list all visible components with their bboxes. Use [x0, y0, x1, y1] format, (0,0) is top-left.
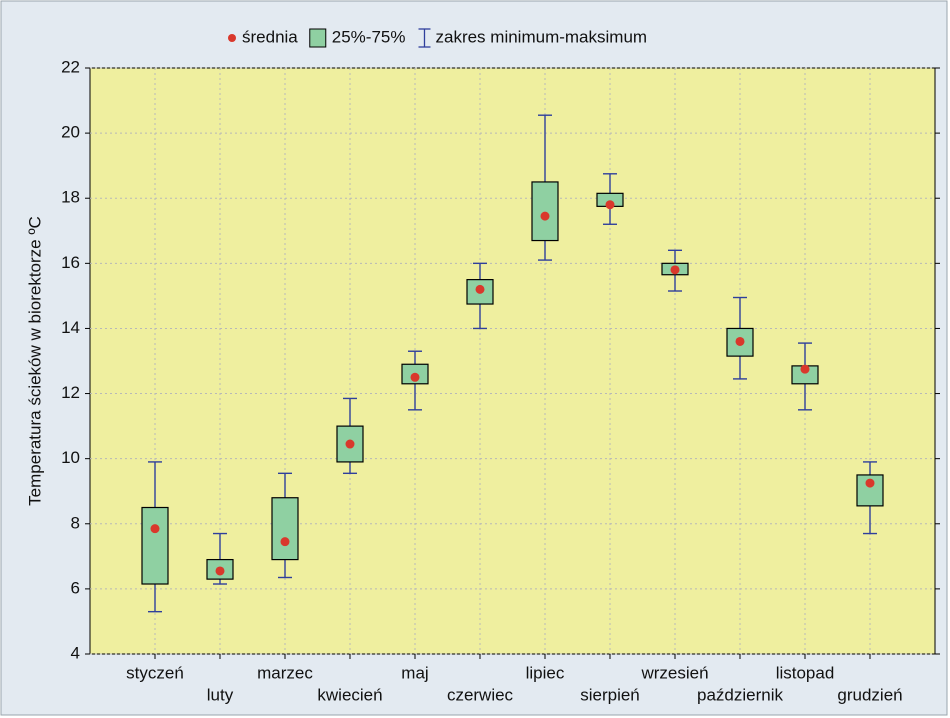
- mean-marker: [280, 537, 290, 547]
- y-tick-label: 6: [71, 578, 80, 597]
- x-tick-label: styczeń: [126, 663, 184, 682]
- x-tick-label: listopad: [776, 663, 835, 682]
- box: [726, 327, 754, 357]
- mean-marker: [735, 336, 745, 346]
- mean-marker: [865, 478, 875, 488]
- legend-marker: [309, 28, 327, 48]
- mean-marker: [540, 211, 550, 221]
- y-axis-label: Temperatura ścieków w biorektorze ºC: [25, 216, 44, 506]
- box: [271, 497, 299, 561]
- mean-marker: [410, 372, 420, 382]
- y-tick-label: 16: [61, 253, 80, 272]
- x-tick-label: grudzień: [837, 685, 902, 704]
- box: [531, 181, 559, 242]
- y-tick-label: 8: [71, 513, 80, 532]
- mean-marker: [475, 284, 485, 294]
- x-tick-label: maj: [401, 663, 428, 682]
- mean-marker: [800, 364, 810, 374]
- y-tick-label: 12: [61, 383, 80, 402]
- plot-area: [89, 67, 936, 655]
- mean-marker: [670, 265, 680, 275]
- mean-marker: [605, 200, 615, 210]
- x-tick-label: wrzesień: [640, 663, 708, 682]
- x-tick-label: czerwiec: [447, 685, 514, 704]
- x-tick-label: październik: [697, 685, 783, 704]
- legend-label: zakres minimum-maksimum: [435, 27, 647, 46]
- y-tick-label: 4: [71, 643, 80, 662]
- x-tick-label: kwiecień: [317, 685, 382, 704]
- y-tick-label: 20: [61, 123, 80, 142]
- y-tick-label: 10: [61, 448, 80, 467]
- legend-label: 25%-75%: [332, 27, 406, 46]
- x-tick-label: lipiec: [526, 663, 565, 682]
- x-tick-label: marzec: [257, 663, 313, 682]
- x-tick-label: luty: [207, 685, 234, 704]
- y-tick-label: 22: [61, 57, 80, 76]
- y-tick-label: 14: [61, 318, 80, 337]
- legend-marker: [228, 34, 236, 42]
- legend-label: średnia: [242, 27, 298, 46]
- box: [141, 506, 169, 585]
- mean-marker: [215, 566, 225, 576]
- x-tick-label: sierpień: [580, 685, 640, 704]
- mean-marker: [150, 524, 160, 534]
- y-tick-label: 18: [61, 188, 80, 207]
- mean-marker: [345, 439, 355, 449]
- box: [336, 425, 364, 463]
